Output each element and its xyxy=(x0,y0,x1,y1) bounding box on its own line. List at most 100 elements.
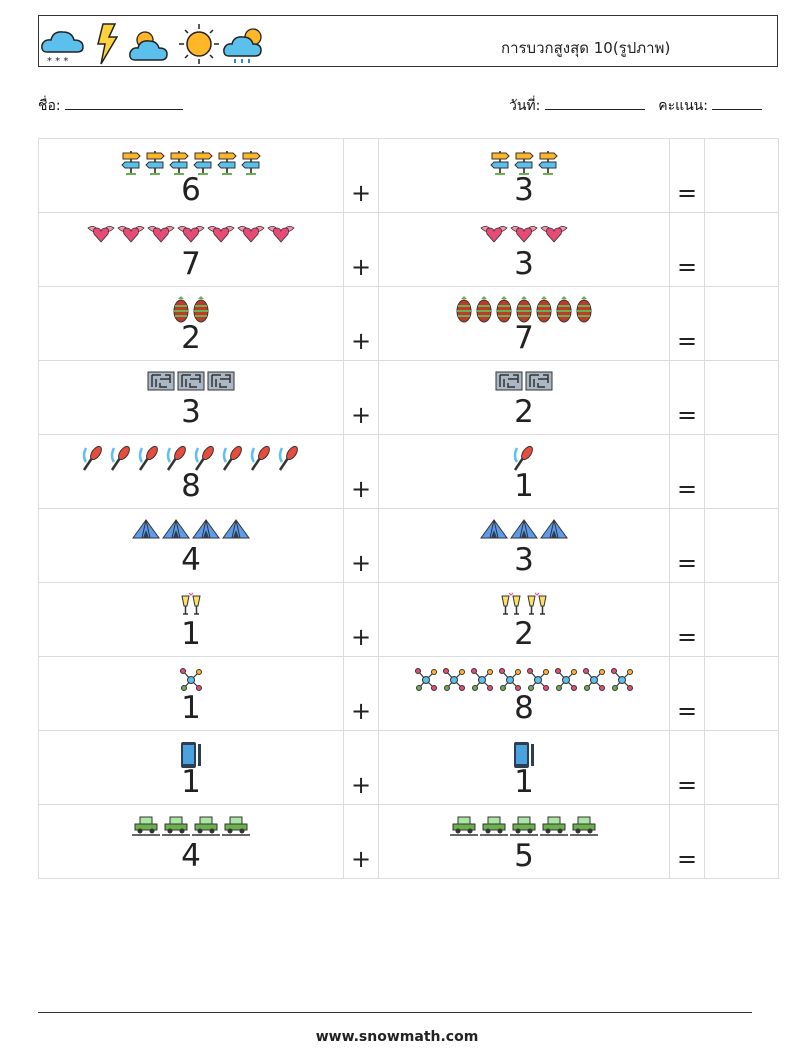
answer-box[interactable] xyxy=(704,656,779,731)
equals-sign-cell: = xyxy=(669,434,705,509)
winged-heart-icon xyxy=(87,222,115,250)
juggling-club-icon xyxy=(220,444,246,472)
addend-a-cell: 1 xyxy=(38,656,344,731)
name-line[interactable] xyxy=(65,95,184,110)
equals-sign-cell: = xyxy=(669,286,705,361)
tent-icon xyxy=(132,518,160,546)
problem-row: 1 +2 = xyxy=(38,582,779,657)
addend-a-number: 1 xyxy=(181,616,201,652)
equals-sign-cell: = xyxy=(669,508,705,583)
addend-b-number: 7 xyxy=(514,320,534,356)
tent-icon xyxy=(510,518,538,546)
plus-sign: + xyxy=(350,327,372,355)
winged-heart-icon xyxy=(237,222,265,250)
picture-group xyxy=(379,518,669,546)
addend-a-number: 2 xyxy=(181,320,201,356)
equals-sign: = xyxy=(676,253,698,281)
maze-icon xyxy=(147,370,175,398)
addend-a-number: 4 xyxy=(181,542,201,578)
problem-row: 2 +7 = xyxy=(38,286,779,361)
problem-grid: 6 +3 = 7 +3 = 2 +7 = 3 +2 = 8 +1 = 4 +3 = 1 +2 = 1 +8 = 1 +1 = 4 +5 = xyxy=(38,138,779,879)
picture-group xyxy=(379,814,669,842)
winged-heart-icon xyxy=(540,222,568,250)
addend-b-cell: 8 xyxy=(378,656,670,731)
picture-group xyxy=(39,518,343,546)
addend-b-number: 2 xyxy=(514,616,534,652)
problem-row: 1 +1 = xyxy=(38,730,779,805)
juggling-club-icon xyxy=(276,444,302,472)
maze-icon xyxy=(525,370,553,398)
equals-sign: = xyxy=(676,327,698,355)
molecule-icon xyxy=(469,666,495,694)
maze-icon xyxy=(207,370,235,398)
answer-box[interactable] xyxy=(704,360,779,435)
answer-box[interactable] xyxy=(704,434,779,509)
answer-box[interactable] xyxy=(704,582,779,657)
plus-sign: + xyxy=(350,845,372,873)
picture-group xyxy=(39,814,343,842)
answer-box[interactable] xyxy=(704,804,779,879)
answer-box[interactable] xyxy=(704,212,779,287)
juggling-club-icon xyxy=(80,444,106,472)
picture-group xyxy=(379,148,669,176)
date-line[interactable] xyxy=(544,95,645,110)
footer-site: www.snowmath.com xyxy=(315,1029,479,1045)
plus-sign-cell: + xyxy=(343,360,379,435)
plus-sign: + xyxy=(350,179,372,207)
equals-sign: = xyxy=(676,401,698,429)
problem-row: 4 +5 = xyxy=(38,804,779,879)
picture-group xyxy=(39,296,343,324)
plus-sign-cell: + xyxy=(343,434,379,509)
vintage-car-icon xyxy=(570,814,598,842)
plus-sign-cell: + xyxy=(343,212,379,287)
equals-sign-cell: = xyxy=(669,656,705,731)
pinecone-icon xyxy=(495,296,513,324)
addend-a-cell: 6 xyxy=(38,138,344,213)
signpost-icon xyxy=(537,148,559,176)
equals-sign-cell: = xyxy=(669,730,705,805)
problem-row: 7 +3 = xyxy=(38,212,779,287)
plus-sign-cell: + xyxy=(343,582,379,657)
pinecone-icon xyxy=(172,296,190,324)
molecule-icon xyxy=(441,666,467,694)
answer-box[interactable] xyxy=(704,730,779,805)
answer-box[interactable] xyxy=(704,286,779,361)
champagne-glasses-icon xyxy=(499,592,523,620)
molecule-icon xyxy=(553,666,579,694)
snow-cloud-icon: * * * xyxy=(41,31,84,66)
score-line[interactable] xyxy=(712,95,763,110)
vintage-car-icon xyxy=(540,814,568,842)
equals-sign-cell: = xyxy=(669,360,705,435)
answer-box[interactable] xyxy=(704,138,779,213)
pinecone-icon xyxy=(455,296,473,324)
picture-group xyxy=(379,592,669,620)
winged-heart-icon xyxy=(117,222,145,250)
picture-group xyxy=(39,592,343,620)
picture-group xyxy=(39,444,343,472)
plus-sign: + xyxy=(350,253,372,281)
answer-box[interactable] xyxy=(704,508,779,583)
juggling-club-icon xyxy=(192,444,218,472)
molecule-icon xyxy=(581,666,607,694)
plus-sign: + xyxy=(350,771,372,799)
equals-sign-cell: = xyxy=(669,804,705,879)
rain-cloud-sun-icon xyxy=(223,28,262,63)
partly-cloudy-icon xyxy=(129,31,168,61)
plus-sign: + xyxy=(350,623,372,651)
signpost-icon xyxy=(489,148,511,176)
addend-a-number: 6 xyxy=(181,172,201,208)
juggling-club-icon xyxy=(136,444,162,472)
signpost-icon xyxy=(513,148,535,176)
vintage-car-icon xyxy=(450,814,478,842)
molecule-icon xyxy=(609,666,635,694)
addend-b-cell: 3 xyxy=(378,508,670,583)
picture-group xyxy=(379,222,669,250)
picture-group xyxy=(379,444,669,472)
plus-sign-cell: + xyxy=(343,730,379,805)
molecule-icon xyxy=(497,666,523,694)
addend-a-cell: 3 xyxy=(38,360,344,435)
name-label: ชื่อ: xyxy=(38,98,61,114)
signpost-icon xyxy=(168,148,190,176)
signpost-icon xyxy=(216,148,238,176)
lightning-icon xyxy=(97,23,119,65)
